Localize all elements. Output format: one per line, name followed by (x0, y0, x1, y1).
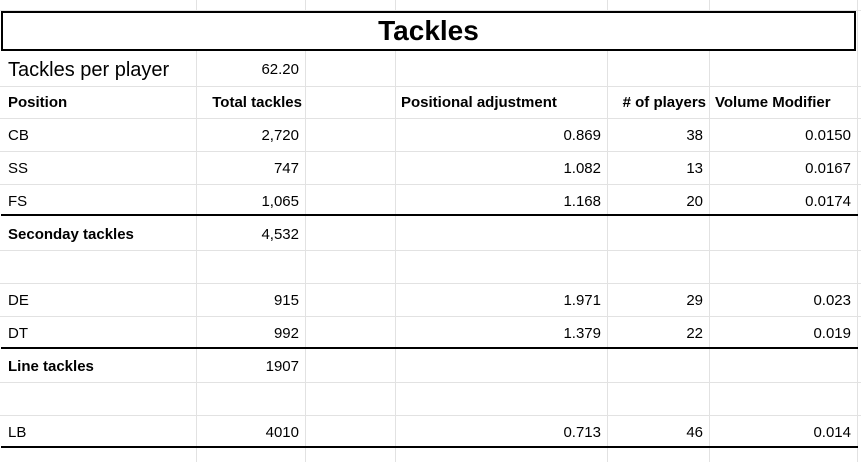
row-modifier[interactable]: 0.0174 (805, 193, 851, 210)
sheet-title[interactable]: Tackles (1, 11, 856, 51)
row-modifier[interactable]: 0.019 (813, 325, 851, 342)
row-adjustment[interactable]: 1.379 (563, 325, 601, 342)
row-modifier[interactable]: 0.023 (813, 292, 851, 309)
row-players[interactable]: 20 (686, 193, 703, 210)
tackles-per-player-label[interactable]: Tackles per player (8, 59, 170, 81)
tackles-per-player-value[interactable]: 62.20 (261, 61, 299, 78)
row-total[interactable]: 915 (273, 292, 299, 309)
row-modifier[interactable]: 0.0167 (805, 160, 851, 177)
row-players[interactable]: 38 (686, 127, 703, 144)
row-subtotal-label[interactable]: Seconday tackles (8, 226, 134, 243)
header-position[interactable]: Position (8, 94, 68, 111)
row-modifier[interactable]: 0.014 (813, 424, 851, 441)
row-position[interactable]: DE (8, 292, 29, 309)
header-total-tackles[interactable]: Total tackles (212, 94, 302, 111)
row-adjustment[interactable]: 1.168 (563, 193, 601, 210)
row-position[interactable]: LB (8, 424, 27, 441)
row-subtotal-value[interactable]: 4,532 (261, 226, 299, 243)
row-players[interactable]: 13 (686, 160, 703, 177)
row-position[interactable]: FS (8, 193, 28, 210)
header-volume-modifier[interactable]: Volume Modifier (715, 94, 831, 111)
row-adjustment[interactable]: 1.082 (563, 160, 601, 177)
row-subtotal-value[interactable]: 1907 (265, 358, 299, 375)
row-position[interactable]: CB (8, 127, 29, 144)
row-subtotal-label[interactable]: Line tackles (8, 358, 94, 375)
row-position[interactable]: DT (8, 325, 28, 342)
header-num-players[interactable]: # of players (622, 94, 706, 111)
row-total[interactable]: 2,720 (261, 127, 299, 144)
row-total[interactable]: 747 (273, 160, 299, 177)
row-total[interactable]: 4010 (265, 424, 299, 441)
row-players[interactable]: 46 (686, 424, 703, 441)
row-adjustment[interactable]: 0.869 (563, 127, 601, 144)
row-adjustment[interactable]: 0.713 (563, 424, 601, 441)
row-total[interactable]: 1,065 (261, 193, 299, 210)
header-positional-adjustment[interactable]: Positional adjustment (401, 94, 557, 111)
row-position[interactable]: SS (8, 160, 29, 177)
row-adjustment[interactable]: 1.971 (563, 292, 601, 309)
row-players[interactable]: 29 (686, 292, 703, 309)
row-total[interactable]: 992 (273, 325, 299, 342)
row-modifier[interactable]: 0.0150 (805, 127, 851, 144)
row-players[interactable]: 22 (686, 325, 703, 342)
